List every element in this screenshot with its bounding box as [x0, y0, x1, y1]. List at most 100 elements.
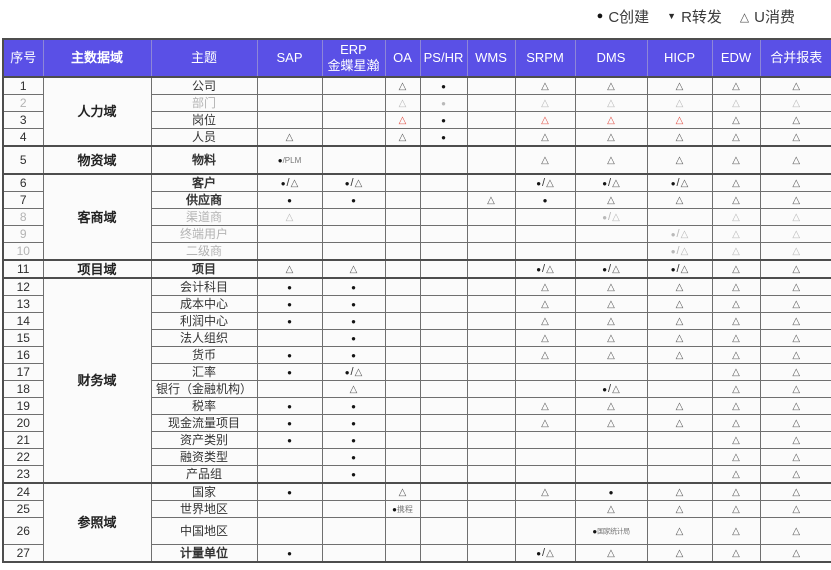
matrix-cell: [384, 414, 421, 432]
consume-icon: △: [792, 315, 801, 327]
consume-icon: △: [607, 154, 615, 166]
matrix-cell: △: [711, 76, 761, 95]
create-icon: ●: [351, 195, 356, 205]
column-header: 主题: [150, 38, 258, 78]
table-row: 13 成本中心 ● ● △ △ △ △ △: [2, 295, 831, 313]
consume-icon: △: [732, 245, 740, 257]
matrix-cell: △: [711, 448, 761, 466]
subject-cell: 会计科目: [150, 277, 258, 296]
matrix-cell: [466, 544, 516, 563]
matrix-cell: [384, 312, 421, 330]
matrix-cell: △: [514, 111, 576, 129]
matrix-cell: [466, 380, 516, 398]
create-icon: ●: [602, 212, 608, 222]
matrix-cell: △: [759, 363, 831, 381]
matrix-cell: △: [759, 76, 831, 95]
matrix-cell: ●: [321, 431, 386, 449]
create-icon: ●: [441, 115, 446, 125]
matrix-cell: ●: [321, 295, 386, 313]
table-row: 9 终端用户 ●/△ △ △: [2, 225, 831, 243]
row-number: 2: [2, 94, 44, 112]
create-icon: ●: [592, 526, 598, 536]
consume-icon: △: [607, 547, 615, 559]
matrix-cell: △: [256, 208, 323, 226]
consume-icon: △: [607, 114, 615, 126]
matrix-cell: ●/△: [321, 363, 386, 381]
consume-icon: △: [541, 486, 549, 498]
create-icon: ●: [351, 299, 356, 309]
matrix-cell: ●/△: [514, 259, 576, 279]
consume-icon: △: [792, 97, 801, 109]
consume-icon: △: [607, 80, 615, 92]
consume-icon: △: [675, 417, 684, 429]
matrix-cell: [466, 414, 516, 432]
annotation: 国家统计局: [597, 528, 630, 536]
matrix-cell: △: [321, 380, 386, 398]
matrix-cell: △: [514, 414, 576, 432]
matrix-cell: △: [711, 191, 761, 209]
matrix-cell: △: [646, 145, 713, 175]
consume-icon: △: [792, 263, 801, 275]
matrix-cell: [384, 277, 421, 296]
consume-icon: △: [732, 503, 740, 515]
create-icon: ●: [277, 155, 283, 165]
matrix-cell: △: [384, 111, 421, 129]
matrix-cell: [384, 397, 421, 415]
matrix-cell: △: [646, 500, 713, 518]
matrix-cell: △: [759, 414, 831, 432]
subject-cell: 岗位: [150, 111, 258, 129]
column-header: ERP 金蝶星瀚: [321, 38, 386, 78]
create-icon: ●: [536, 264, 542, 274]
matrix-cell: △: [711, 500, 761, 518]
matrix-cell: △: [646, 346, 713, 364]
matrix-cell: [466, 431, 516, 449]
consume-icon: △: [792, 154, 801, 166]
consume-icon: △: [792, 228, 801, 240]
create-icon: ●: [441, 81, 446, 91]
consume-icon: △: [732, 80, 740, 92]
matrix-cell: △: [711, 431, 761, 449]
matrix-cell: ●: [419, 128, 468, 147]
matrix-cell: △: [759, 380, 831, 398]
consume-icon: △: [354, 177, 363, 189]
matrix-cell: [466, 208, 516, 226]
matrix-cell: [384, 380, 421, 398]
create-icon: ●: [608, 487, 614, 497]
create-icon: ●: [670, 229, 676, 239]
matrix-cell: △: [711, 397, 761, 415]
consume-icon: △: [675, 400, 684, 412]
create-icon: ●: [536, 178, 542, 188]
matrix-cell: △: [646, 76, 713, 95]
matrix-cell: [321, 208, 386, 226]
consume-icon: △: [792, 332, 801, 344]
matrix-cell: △: [711, 517, 761, 545]
slash-separator: /: [676, 263, 680, 276]
subject-cell: 终端用户: [150, 225, 258, 243]
matrix-cell: △: [574, 145, 648, 175]
consume-icon: △: [675, 315, 684, 327]
matrix-cell: [384, 225, 421, 243]
legend-item: △ U消费: [740, 6, 795, 27]
table-body: 1 人力域 公司 △ ● △ △ △ △ △ 2 部门 △ ● △ △ △ △ △ 3 岗位 △ ● △ △ △ △ △ 4 人员 △ △ ● △…: [2, 76, 831, 563]
table-row: 4 人员 △ △ ● △ △ △ △ △: [2, 128, 831, 147]
consume-icon: △: [546, 547, 554, 559]
legend: ● C创建 ▼ R转发 △ U消费: [597, 6, 795, 27]
table-row: 12 财务域 会计科目 ● ● △ △ △ △ △: [2, 277, 831, 484]
matrix-cell: △: [646, 482, 713, 501]
table-row: 1 人力域 公司 △ ● △ △ △ △ △: [2, 76, 831, 147]
matrix-cell: △: [759, 500, 831, 518]
create-icon: ●: [441, 98, 446, 108]
matrix-cell: [574, 242, 648, 261]
create-icon: ●: [351, 316, 356, 326]
legend-label: U消费: [754, 9, 795, 26]
subject-cell: 利润中心: [150, 312, 258, 330]
create-icon: ●: [287, 282, 292, 292]
matrix-cell: [466, 259, 516, 279]
row-number: 27: [2, 544, 44, 563]
subject-cell: 计量单位: [150, 544, 258, 563]
domain-cell: 人力域: [42, 76, 152, 147]
matrix-cell: [466, 465, 516, 484]
matrix-cell: △: [514, 128, 576, 147]
row-number: 17: [2, 363, 44, 381]
